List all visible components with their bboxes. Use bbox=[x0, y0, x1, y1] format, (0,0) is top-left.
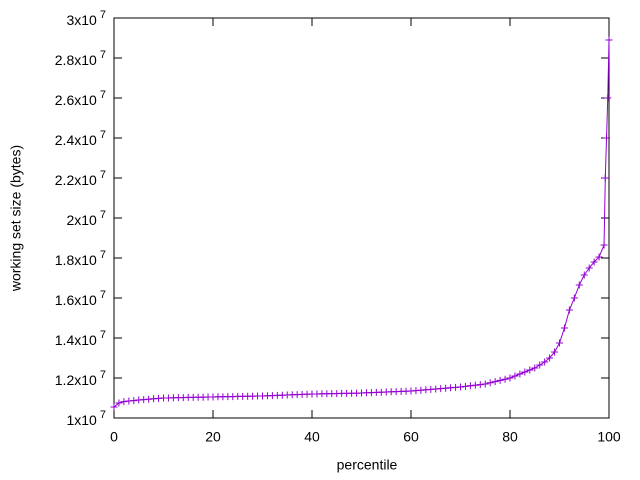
point bbox=[560, 324, 568, 332]
x-axis-label: percentile bbox=[337, 457, 398, 473]
point bbox=[496, 376, 504, 384]
y-tick-label: 2.4x10 7 bbox=[55, 129, 106, 148]
point bbox=[556, 339, 563, 347]
point bbox=[604, 94, 612, 102]
y-tick-label: 3x10 7 bbox=[66, 9, 106, 28]
point bbox=[531, 364, 539, 372]
y-tick-label: 1.6x10 7 bbox=[55, 289, 106, 308]
y-tick-label: 2.6x10 7 bbox=[55, 89, 106, 108]
point bbox=[526, 366, 534, 374]
y-tick-label: 1.8x10 7 bbox=[55, 249, 106, 268]
point bbox=[481, 380, 489, 388]
point bbox=[536, 361, 544, 369]
point bbox=[516, 370, 524, 378]
y-axis-label: working set size (bytes) bbox=[8, 145, 24, 292]
point bbox=[570, 294, 578, 302]
x-tick-label: 20 bbox=[205, 429, 221, 445]
point bbox=[605, 36, 613, 44]
y-tick-label: 1.2x10 7 bbox=[55, 369, 106, 388]
point bbox=[541, 358, 549, 366]
y-tick-label: 1.4x10 7 bbox=[55, 329, 106, 348]
point bbox=[471, 381, 479, 389]
point bbox=[575, 281, 583, 289]
point bbox=[506, 374, 514, 382]
x-tick-label: 100 bbox=[597, 429, 621, 445]
point bbox=[590, 258, 598, 266]
point bbox=[580, 271, 588, 279]
point bbox=[603, 134, 611, 142]
point bbox=[511, 372, 519, 380]
point bbox=[491, 378, 499, 386]
point bbox=[585, 264, 593, 272]
point bbox=[501, 375, 509, 383]
point bbox=[120, 398, 128, 406]
y-tick-label: 2.8x10 7 bbox=[55, 49, 106, 68]
data-line bbox=[113, 39, 610, 408]
point bbox=[600, 241, 608, 249]
point bbox=[595, 253, 603, 261]
x-tick-label: 0 bbox=[110, 429, 118, 445]
point bbox=[461, 382, 469, 390]
point bbox=[565, 306, 573, 314]
point bbox=[110, 403, 118, 411]
point bbox=[466, 382, 474, 390]
point bbox=[521, 368, 529, 376]
point bbox=[476, 381, 484, 389]
y-tick-label: 1x10 7 bbox=[66, 409, 106, 428]
point bbox=[546, 354, 554, 362]
y-tick-label: 2x10 7 bbox=[66, 209, 106, 228]
point bbox=[130, 397, 138, 405]
plot-border bbox=[113, 17, 610, 419]
point bbox=[457, 383, 464, 391]
x-tick-label: 40 bbox=[304, 429, 320, 445]
point bbox=[551, 348, 559, 356]
x-tick-label: 60 bbox=[403, 429, 419, 445]
y-tick-label: 2.2x10 7 bbox=[55, 169, 106, 188]
x-tick-label: 80 bbox=[502, 429, 518, 445]
point bbox=[601, 174, 609, 182]
point bbox=[115, 399, 123, 407]
point bbox=[486, 379, 494, 387]
